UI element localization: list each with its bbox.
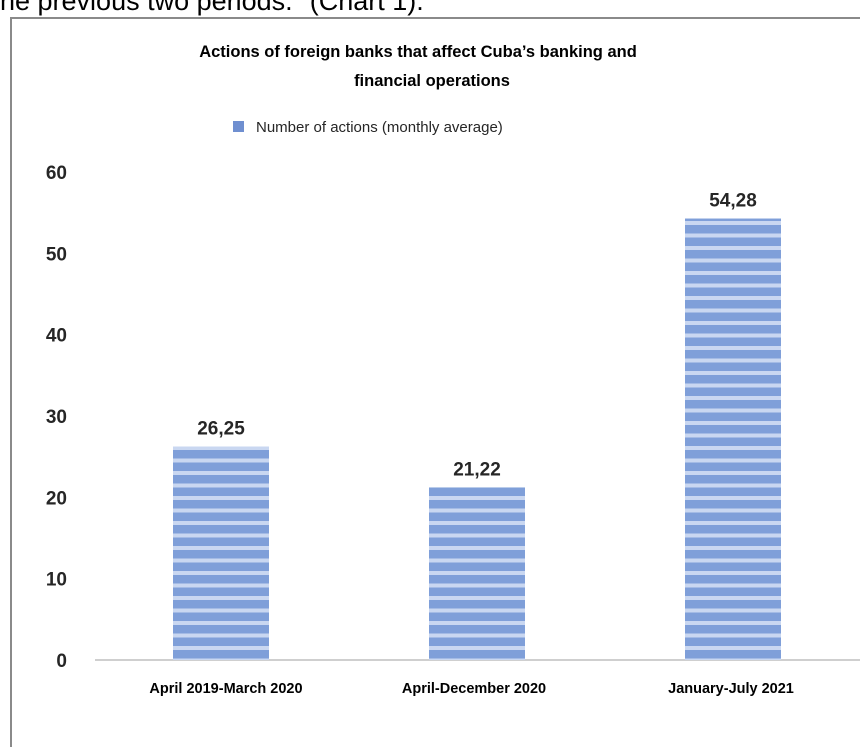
x-category-label: January-July 2021 [668,681,794,697]
y-tick-label: 0 [56,651,67,672]
chart-title-line2: financial operations [354,72,510,90]
y-tick-label: 20 [46,488,67,509]
y-tick-label: 50 [46,244,67,265]
bar-chart: Actions of foreign banks that affect Cub… [46,43,860,697]
legend-label: Number of actions (monthly average) [256,119,503,136]
bar-value-label: 26,25 [197,419,245,440]
bar-value-label: 21,22 [453,459,501,480]
chart-title-line1: Actions of foreign banks that affect Cub… [199,43,637,61]
y-tick-label: 10 [46,570,67,591]
context-text: he previous two periods." (Chart 1). [0,0,424,16]
legend-marker [233,121,244,132]
chart-frame [10,17,860,747]
x-category-label: April 2019-March 2020 [149,681,302,697]
x-category-label: April-December 2020 [402,681,546,697]
bar [173,446,269,660]
y-tick-label: 60 [46,163,67,184]
bar-value-label: 54,28 [709,191,757,212]
bar [685,218,781,661]
bar [429,487,525,660]
y-tick-label: 30 [46,407,67,428]
y-tick-label: 40 [46,326,67,347]
